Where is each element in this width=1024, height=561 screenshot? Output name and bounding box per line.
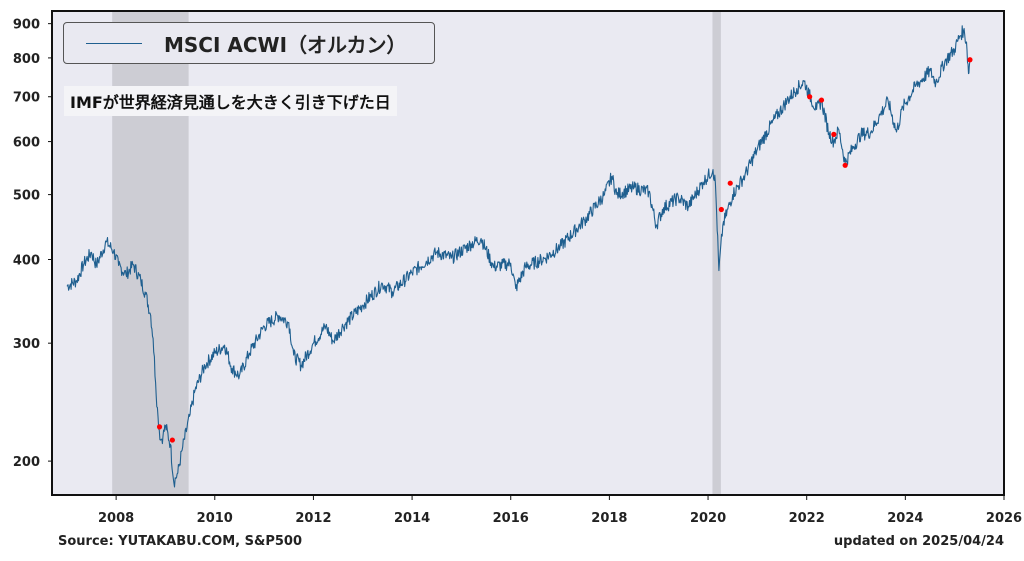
y-tick-label-400: 400: [13, 254, 40, 269]
plot-area: [52, 11, 1004, 495]
legend: MSCI ACWI（オルカン）: [63, 22, 435, 64]
x-tick-label-2012: 2012: [295, 511, 331, 526]
imf-downgrade-marker-9: [967, 57, 973, 63]
x-tick-label-2016: 2016: [493, 511, 529, 526]
imf-downgrade-marker-3: [718, 206, 724, 213]
x-tick-label-2014: 2014: [394, 511, 430, 526]
source-text: Source: YUTAKABU.COM, S&P500: [58, 534, 302, 549]
y-tick-label-600: 600: [13, 136, 40, 151]
imf-downgrade-marker-2: [169, 437, 175, 443]
y-tick-label-900: 900: [13, 18, 40, 33]
legend-line-swatch: [86, 42, 142, 44]
imf-downgrade-marker-7: [831, 131, 837, 137]
shaded-period-1: [112, 11, 189, 495]
imf-downgrade-marker-6: [818, 97, 825, 103]
x-tick-label-2020: 2020: [690, 511, 726, 526]
y-tick-label-300: 300: [13, 337, 40, 352]
x-tick-label-2022: 2022: [789, 511, 825, 526]
shaded-period-2: [712, 11, 721, 495]
imf-downgrade-marker-4: [727, 180, 733, 186]
updated-text: updated on 2025/04/24: [833, 534, 1004, 549]
x-tick-label-2010: 2010: [197, 511, 233, 526]
imf-downgrade-marker-1: [156, 424, 163, 430]
y-tick-label-700: 700: [13, 91, 40, 106]
imf-downgrade-marker-5: [807, 94, 813, 100]
y-tick-label-800: 800: [13, 52, 40, 67]
annotation-label: IMFが世界経済見通しを大きく引き下げた日: [64, 86, 397, 116]
x-tick-label-2026: 2026: [986, 511, 1022, 526]
y-tick-label-200: 200: [13, 455, 40, 470]
series-line-msci-acwi: [66, 25, 971, 488]
y-tick-label-500: 500: [13, 189, 40, 204]
plot-frame: [51, 10, 1005, 496]
legend-label: MSCI ACWI（オルカン）: [164, 32, 407, 57]
x-tick-label-2008: 2008: [98, 511, 134, 526]
x-tick-label-2018: 2018: [591, 511, 627, 526]
imf-downgrade-marker-8: [842, 162, 848, 168]
x-tick-label-2024: 2024: [887, 511, 923, 526]
